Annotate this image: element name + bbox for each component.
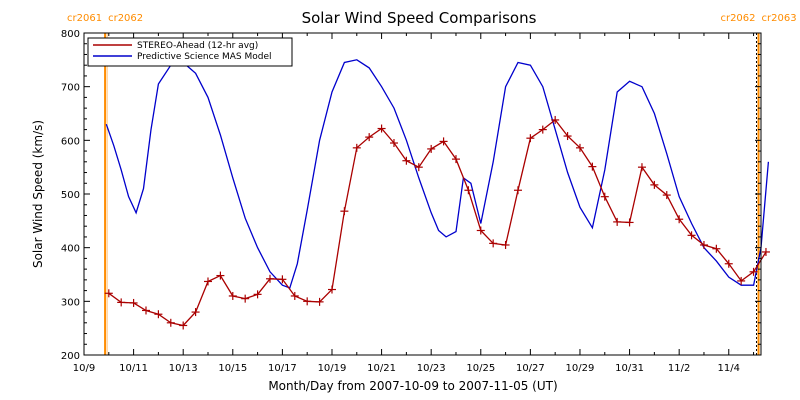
data-point [613,217,622,226]
series-line-1 [105,59,770,289]
y-tick-label: 200 [61,351,80,362]
data-point [179,321,188,330]
data-point [129,298,138,307]
rotation-label-right: cr2063 [762,13,797,24]
data-point [724,259,733,268]
data-point [427,144,436,153]
data-point [513,186,522,195]
data-point [104,289,113,298]
data-point [191,308,200,317]
x-tick-label: 10/13 [169,363,198,374]
y-tick-label: 400 [61,244,80,255]
x-tick-label: 10/17 [268,363,297,374]
y-axis-label: Solar Wind Speed (km/s) [31,120,45,268]
data-point [464,186,473,195]
data-point [154,310,163,319]
rotation-label-right: cr2062 [108,13,143,24]
x-tick-label: 10/31 [615,363,644,374]
x-tick-label: 10/21 [367,363,396,374]
data-point [489,239,498,248]
legend: STEREO-Ahead (12-hr avg)Predictive Scien… [87,37,293,67]
data-point [749,267,758,276]
data-point [352,143,361,152]
data-point [737,276,746,285]
data-point [625,218,634,227]
x-tick-label: 11/2 [668,363,690,374]
x-tick-label: 10/29 [566,363,595,374]
data-point [476,226,485,235]
legend-box [87,37,293,67]
data-point [389,139,398,148]
data-point [439,137,448,146]
data-point [687,231,696,240]
data-point [526,134,535,143]
y-tick-label: 600 [61,136,80,147]
data-point [414,163,423,172]
data-point [538,125,547,134]
data-point [365,133,374,142]
data-point [600,192,609,201]
legend-entry: STEREO-Ahead (12-hr avg) [137,41,258,51]
x-tick-label: 10/15 [218,363,247,374]
x-axis-label: Month/Day from 2007-10-09 to 2007-11-05 … [268,379,557,393]
data-point [315,297,324,306]
y-tick-label: 700 [61,83,80,94]
data-point [216,271,225,280]
rotation-label-left: cr2062 [720,13,755,24]
data-point [563,132,572,141]
axis-ticks: 200 300 400 500 600 700 800 10/9 10/11 10/13 10/15… [61,29,761,374]
x-tick-label: 11/4 [718,363,740,374]
data-point [575,143,584,152]
y-tick-label: 800 [61,29,80,40]
legend-entry: Predictive Science MAS Model [137,52,272,62]
data-point [228,291,237,300]
data-point [166,318,175,327]
x-tick-label: 10/23 [417,363,446,374]
data-point [451,155,460,164]
x-tick-label: 10/27 [516,363,545,374]
plot-frame [83,32,762,356]
data-point [501,240,510,249]
y-tick-label: 300 [61,297,80,308]
data-point [278,275,287,284]
rotation-label-left: cr2061 [67,13,102,24]
data-point [675,215,684,224]
data-point [699,240,708,249]
data-point [327,285,336,294]
data-point [662,191,671,200]
data-point [303,297,312,306]
data-point [141,306,150,315]
x-tick-label: 10/11 [119,363,148,374]
x-tick-label: 10/9 [73,363,95,374]
data-point [253,290,262,299]
series-layer [104,59,770,330]
data-point [377,124,386,133]
data-point [203,277,212,286]
x-tick-label: 10/25 [466,363,495,374]
chart-title: Solar Wind Speed Comparisons [302,9,537,27]
data-point [117,298,126,307]
series-line-0 [108,118,767,327]
data-point [712,244,721,253]
x-tick-label: 10/19 [318,363,347,374]
data-point [241,294,250,303]
data-point [402,156,411,165]
data-point [340,207,349,216]
data-point [265,274,274,283]
data-point [588,162,597,171]
data-point [650,180,659,189]
data-point [290,291,299,300]
data-point [761,247,770,256]
data-point [637,163,646,172]
y-tick-label: 500 [61,190,80,201]
data-point [551,115,560,124]
